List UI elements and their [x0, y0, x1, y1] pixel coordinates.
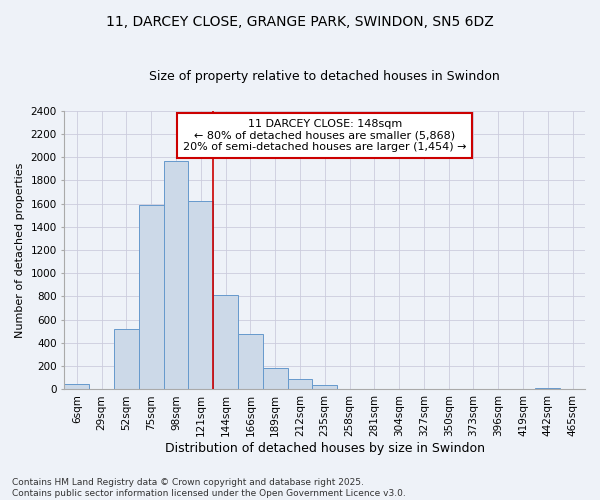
Bar: [313, 386, 337, 390]
Bar: [164, 160, 188, 390]
Bar: [535, 388, 560, 390]
Bar: [287, 379, 313, 390]
Bar: [238, 334, 263, 390]
Title: Size of property relative to detached houses in Swindon: Size of property relative to detached ho…: [149, 70, 500, 83]
Bar: [114, 329, 139, 390]
Bar: [188, 201, 213, 390]
Text: 11 DARCEY CLOSE: 148sqm
← 80% of detached houses are smaller (5,868)
20% of semi: 11 DARCEY CLOSE: 148sqm ← 80% of detache…: [183, 119, 466, 152]
Text: 11, DARCEY CLOSE, GRANGE PARK, SWINDON, SN5 6DZ: 11, DARCEY CLOSE, GRANGE PARK, SWINDON, …: [106, 15, 494, 29]
Bar: [263, 368, 287, 390]
Bar: [139, 204, 164, 390]
Text: Contains HM Land Registry data © Crown copyright and database right 2025.
Contai: Contains HM Land Registry data © Crown c…: [12, 478, 406, 498]
X-axis label: Distribution of detached houses by size in Swindon: Distribution of detached houses by size …: [165, 442, 485, 455]
Bar: [213, 296, 238, 390]
Y-axis label: Number of detached properties: Number of detached properties: [15, 162, 25, 338]
Bar: [64, 384, 89, 390]
